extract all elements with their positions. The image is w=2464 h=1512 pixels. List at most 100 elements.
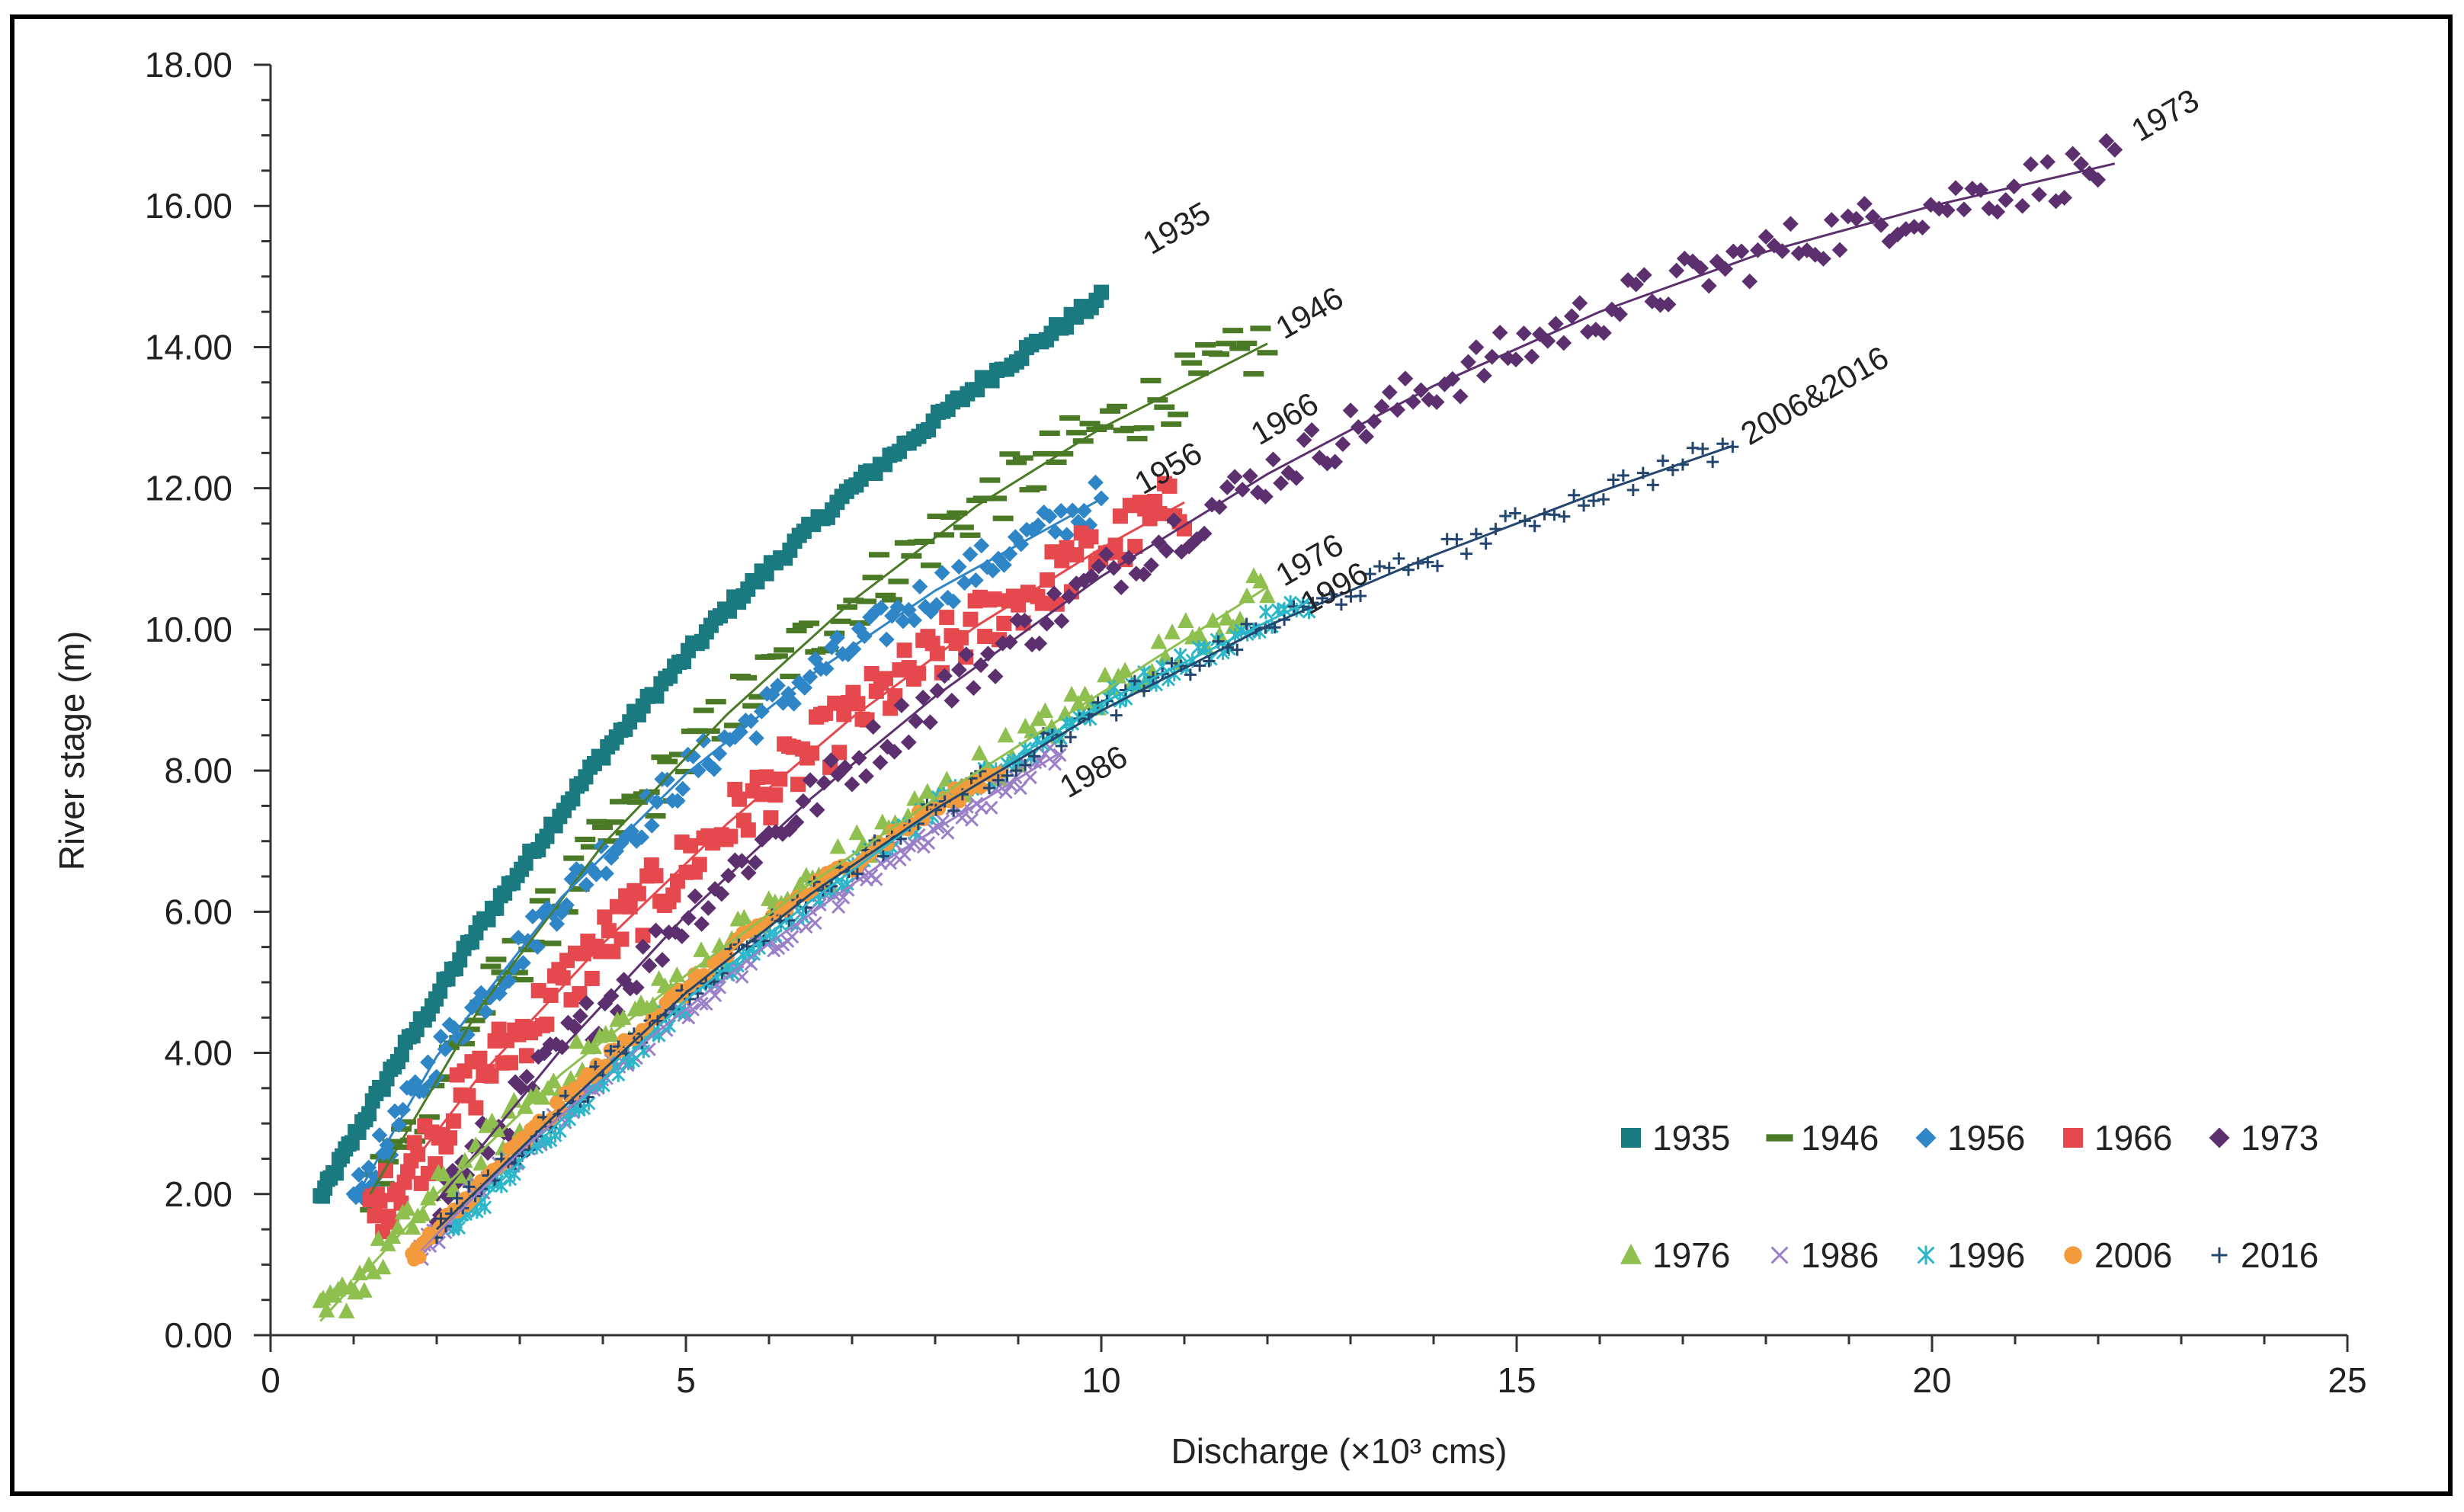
data-point-1946 [535,888,556,894]
data-point-1966 [986,591,1002,607]
data-point-1946 [1059,415,1081,421]
data-point-1966 [460,1088,476,1104]
data-point-1956 [539,900,556,916]
data-point-1973 [641,957,658,974]
data-point-1973 [1668,262,1685,279]
data-point-1946 [1195,341,1216,348]
data-point-1946 [1053,450,1074,457]
data-point-1976 [1063,685,1080,702]
data-point-1973 [1098,546,1114,562]
data-point-1946 [645,812,666,819]
data-point-1973 [496,1124,512,1141]
data-point-1973 [1335,436,1351,453]
data-point-1973 [1173,543,1190,560]
data-point-1973 [929,682,946,699]
data-point-1973 [1563,308,1580,325]
data-point-1966 [614,931,630,947]
data-point-1973 [1998,192,2014,208]
data-point-1966 [605,943,621,959]
data-point-1946 [580,844,601,850]
data-point-1973 [1258,489,1274,505]
series-1966 [362,476,1192,1240]
data-point-1973 [518,1068,535,1085]
data-point-1973 [700,900,716,916]
data-point-1973 [2031,186,2047,203]
data-point-1966 [468,1100,484,1116]
data-point-1976 [356,1282,373,1298]
data-point-1973 [1460,354,1476,370]
data-point-2016 [1392,552,1405,565]
data-point-2016 [1697,442,1709,455]
fit-line-2016 [435,444,1733,1231]
data-point-1973 [1273,475,1290,492]
data-point-2016 [1460,547,1473,560]
data-point-1976 [1218,610,1235,626]
data-point-1973 [1596,325,1612,341]
data-point-1956 [659,771,675,788]
data-point-1973 [572,1007,588,1024]
y-tick-label: 12.00 [145,469,232,508]
data-point-1973 [936,668,953,684]
data-point-1946 [940,514,961,521]
data-point-1973 [1547,316,1564,332]
data-point-1986 [1013,781,1027,796]
data-point-1973 [788,814,805,831]
data-point-1956 [428,1068,445,1085]
legend-label-1966: 1966 [2094,1118,2172,1158]
data-point-1956 [633,829,650,846]
legend-label-1976: 1976 [1652,1235,1730,1275]
data-point-1986 [940,825,955,840]
data-point-1946 [748,694,770,700]
data-point-1996 [478,1200,492,1215]
data-point-1973 [713,886,730,902]
data-point-1966 [483,1068,499,1084]
data-point-1946 [875,592,896,598]
data-point-1973 [1061,588,1078,605]
data-point-1973 [1165,512,1182,529]
data-point-1976 [351,1264,368,1280]
data-point-1973 [1964,181,1981,197]
data-point-1973 [1053,613,1070,629]
y-tick-label: 10.00 [145,610,232,649]
data-point-2016 [1568,489,1581,501]
data-point-1966 [1147,493,1163,509]
data-point-1946 [1229,345,1251,351]
data-point-2016 [1373,560,1386,573]
data-point-1973 [1196,525,1213,542]
data-point-1966 [683,838,699,854]
data-point-1973 [1303,422,1320,438]
data-point-1973 [1452,388,1469,405]
data-point-1966 [939,610,955,626]
data-point-2016 [1019,758,1032,771]
data-point-1956 [1059,527,1075,543]
data-point-1986 [869,872,883,886]
data-point-1966 [406,1135,422,1151]
data-point-1976 [473,1155,490,1171]
legend-label-1935: 1935 [1652,1118,1730,1158]
data-point-1956 [945,593,962,610]
data-point-1956 [578,876,594,893]
data-point-1946 [1181,360,1203,366]
data-point-1973 [1476,367,1492,384]
data-point-1986 [935,814,950,828]
data-point-1976 [500,1103,517,1119]
data-point-1946 [999,451,1021,457]
data-point-1956 [1070,514,1087,530]
data-point-1956 [873,600,889,616]
data-point-1973 [1733,243,1750,260]
data-point-2016 [992,774,1005,786]
data-point-1973 [2107,142,2123,158]
fit-line-1973 [435,162,2116,1202]
data-point-1996 [662,1018,677,1033]
data-point-1973 [1644,293,1661,309]
legend-marker-1976 [1620,1243,1642,1264]
data-point-1973 [1158,543,1174,559]
fit-line-1935 [319,296,1102,1199]
legend-marker-1966 [2063,1128,2083,1148]
data-point-1973 [1181,538,1197,555]
data-point-1973 [1660,296,1677,312]
data-point-1973 [1972,182,1989,198]
data-point-1946 [1072,438,1094,444]
